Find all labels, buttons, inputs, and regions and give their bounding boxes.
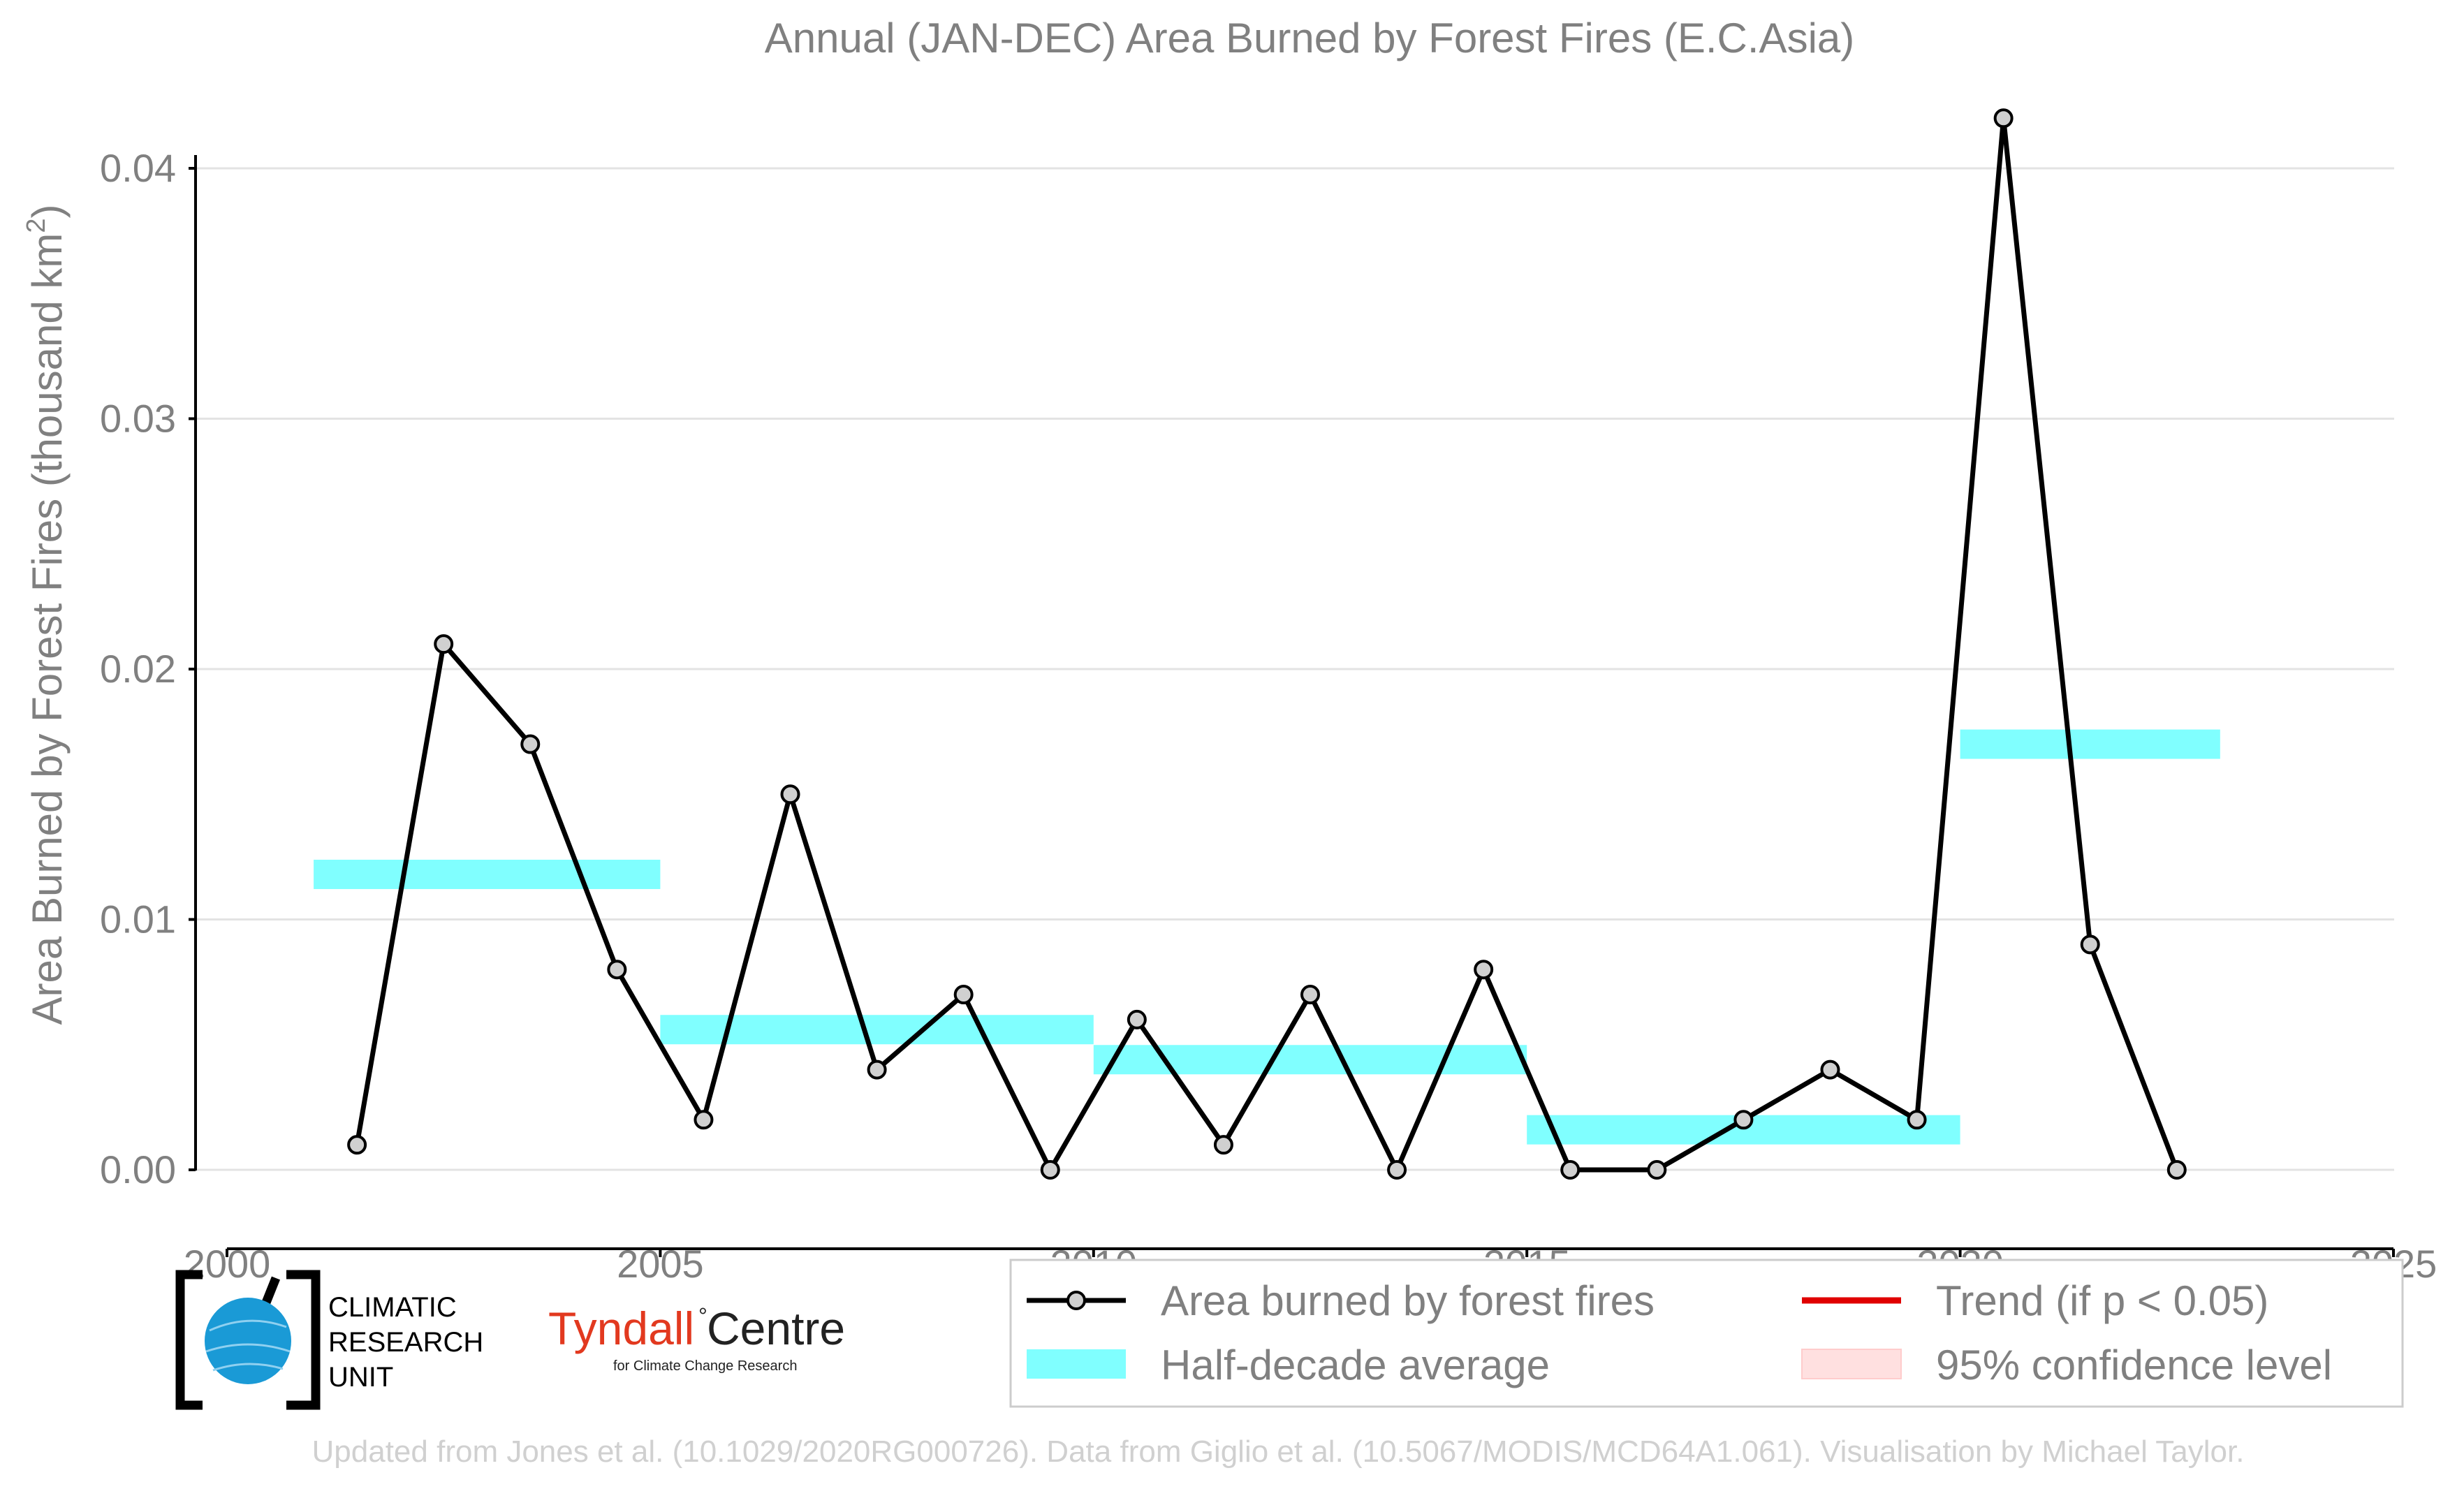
- half-decade-bands: [314, 729, 2220, 1145]
- data-point-7: [953, 985, 974, 1005]
- y-tick-label-2: 0.02: [100, 647, 176, 691]
- data-point-8: [1040, 1160, 1060, 1180]
- chart-title: Annual (JAN-DEC) Area Burned by Forest F…: [765, 15, 1855, 61]
- data-point-18: [1907, 1110, 1927, 1130]
- data-point-11: [1300, 985, 1320, 1005]
- tyndall-subtitle: for Climate Change Research: [613, 1358, 797, 1374]
- data-point-12: [1387, 1160, 1407, 1180]
- cru-text-line1: CLIMATIC: [328, 1292, 457, 1323]
- legend-label-confidence: 95% confidence level: [1936, 1342, 2332, 1388]
- legend-confidence-swatch: [1801, 1349, 1902, 1379]
- data-point-5: [780, 784, 800, 805]
- y-tick-label-3: 0.03: [100, 397, 176, 441]
- tyndall-text-red: Tyndall: [548, 1303, 694, 1354]
- data-point-14: [1560, 1160, 1581, 1180]
- data-point-9: [1127, 1009, 1147, 1029]
- data-point-1: [434, 634, 454, 654]
- data-point-10: [1213, 1135, 1233, 1155]
- legend-marker-swatch: [1066, 1291, 1086, 1310]
- legend-box: [1009, 1259, 2404, 1408]
- y-axis-title-close: ): [24, 205, 71, 219]
- axes: [189, 155, 2395, 1257]
- cru-bracket-left: [175, 1270, 203, 1410]
- legend-label-trend: Trend (if p < 0.05): [1936, 1277, 2268, 1324]
- data-point-2: [520, 734, 541, 754]
- data-point-6: [867, 1059, 887, 1080]
- cru-text-line2: RESEARCH: [328, 1327, 483, 1358]
- y-tick-label-0: 0.00: [100, 1147, 176, 1191]
- x-tick-label-1: 2005: [617, 1242, 704, 1286]
- series-points: [347, 108, 2187, 1180]
- footer-credit: Updated from Jones et al. (10.1029/2020R…: [312, 1435, 2245, 1469]
- data-point-4: [694, 1110, 714, 1130]
- data-point-15: [1647, 1160, 1667, 1180]
- data-point-19: [1993, 108, 2014, 129]
- cru-bracket-right: [286, 1270, 321, 1410]
- globe-icon: [205, 1298, 291, 1384]
- data-point-3: [607, 960, 627, 980]
- data-point-17: [1820, 1059, 1840, 1080]
- data-point-21: [2166, 1160, 2187, 1180]
- y-axis-title-sup: 2: [22, 219, 51, 233]
- series-line: [354, 115, 2180, 1173]
- half-decade-band-0: [314, 859, 661, 889]
- globe-lines: [205, 1319, 291, 1372]
- legend-band-swatch: [1027, 1349, 1126, 1379]
- data-point-13: [1474, 960, 1494, 980]
- tyndall-degree: °: [698, 1303, 707, 1328]
- data-point-0: [347, 1135, 367, 1155]
- tyndall-logo: Tyndall ° Centre for Climate Change Rese…: [548, 1303, 845, 1374]
- legend: Area burned by forest fires Half-decade …: [1009, 1259, 2404, 1408]
- y-axis-title: Area Burned by Forest Fires (thousand km…: [22, 205, 71, 1025]
- series-polyline: [354, 115, 2180, 1173]
- y-tick-label-4: 0.04: [100, 146, 176, 190]
- y-tick-label-1: 0.01: [100, 897, 176, 941]
- x-tick-label-0: 2000: [184, 1242, 271, 1286]
- cru-text-line3: UNIT: [328, 1362, 393, 1393]
- legend-label-average: Half-decade average: [1161, 1342, 1550, 1388]
- cru-logo: CLIMATIC RESEARCH UNIT: [175, 1270, 483, 1410]
- data-point-20: [2080, 934, 2100, 955]
- data-point-16: [1733, 1110, 1754, 1130]
- y-axis-title-main: Area Burned by Forest Fires (thousand km: [24, 233, 71, 1025]
- tyndall-text-black: Centre: [707, 1303, 845, 1354]
- legend-label-area: Area burned by forest fires: [1161, 1277, 1655, 1324]
- gridlines: [196, 167, 2394, 1171]
- half-decade-band-4: [1960, 729, 2220, 759]
- y-tick-labels: 0.00 0.01 0.02 0.03 0.04: [100, 146, 176, 1191]
